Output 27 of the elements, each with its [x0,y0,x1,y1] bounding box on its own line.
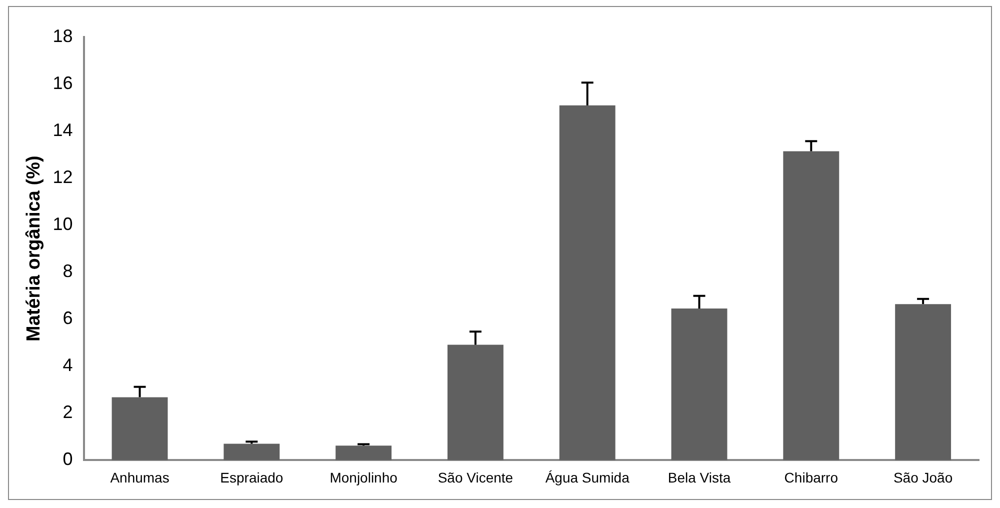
bar [447,344,504,460]
x-tick-label: Chibarro [784,469,838,486]
bar [559,105,616,460]
y-tick-label: 6 [62,308,73,328]
y-axis-title: Matéria orgânica (%) [24,156,45,342]
bar [895,304,952,460]
y-tick-label: 8 [62,261,73,282]
y-tick-label: 16 [52,72,73,93]
x-tick-label: Anhumas [110,469,170,486]
y-tick-label: 2 [62,402,73,422]
bar [112,397,168,460]
x-tick-label: Bela Vista [668,469,731,486]
y-tick-label: 10 [52,214,73,234]
x-tick-label: Água Sumida [545,469,630,486]
bar [671,308,728,460]
y-tick-label: 12 [52,167,73,188]
y-tick-label: 18 [52,26,73,46]
x-tick-label: Espraiado [220,469,284,486]
bar [783,151,840,460]
x-tick-label: São Vicente [438,469,514,486]
y-tick-label: 4 [62,355,73,376]
y-tick-label: 14 [52,120,73,140]
y-tick-label: 0 [62,449,73,470]
x-tick-label: São João [893,469,953,486]
bar [336,446,392,460]
x-tick-label: Monjolinho [330,469,398,486]
bar [224,444,280,460]
